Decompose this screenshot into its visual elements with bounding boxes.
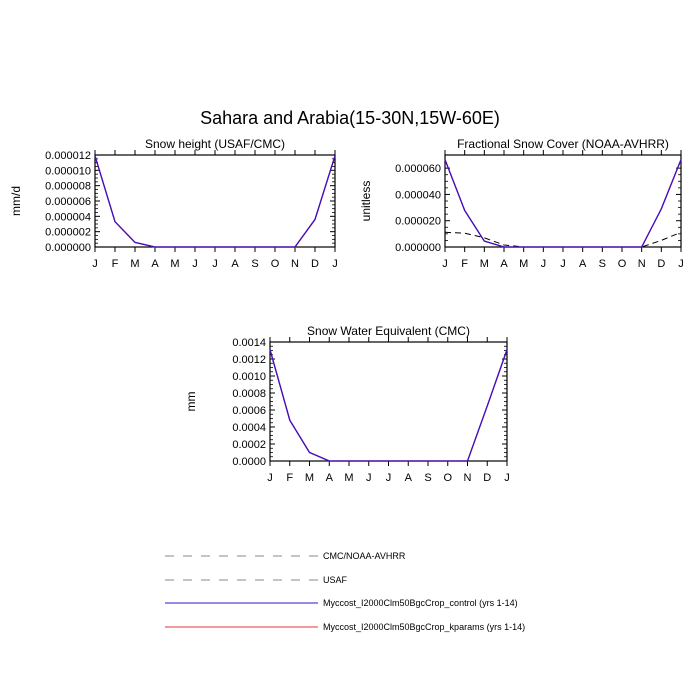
chart-snow-height: Snow height (USAF/CMC) mm/d 0.000000 0.0000… xyxy=(9,137,338,270)
x-tick-label: J xyxy=(560,258,566,270)
y-tick-label: 0.0002 xyxy=(232,439,266,451)
x-tick-label: J xyxy=(442,258,448,270)
x-tick-label: J xyxy=(541,258,547,270)
x-tick-label: F xyxy=(286,472,293,484)
y-axis-label: unitless xyxy=(359,181,373,222)
legend: CMC/NOAA-AVHRR USAF Myccost_I2000Clm50BgcC… xyxy=(165,551,525,632)
x-tick-label: A xyxy=(579,258,587,270)
plot-frame xyxy=(269,341,508,462)
x-tick-label: J xyxy=(192,258,198,270)
y-tick-label: 0.000002 xyxy=(45,227,91,239)
figure-title: Sahara and Arabia(15-30N,15W-60E) xyxy=(200,108,500,128)
x-tick-label: J xyxy=(386,472,392,484)
x-tick-label: O xyxy=(443,472,452,484)
x-tick-label: M xyxy=(305,472,314,484)
x-tick-label: D xyxy=(483,472,491,484)
x-tick-label: J xyxy=(366,472,372,484)
plot-frame xyxy=(94,154,336,248)
y-tick-label: 0.000040 xyxy=(395,189,441,201)
y-tick-label: 0.000008 xyxy=(45,181,91,193)
x-tick-label: F xyxy=(461,258,468,270)
x-tick-label: A xyxy=(231,258,239,270)
x-tick-label: S xyxy=(251,258,258,270)
x-tick-label: D xyxy=(311,258,319,270)
x-tick-label: D xyxy=(657,258,665,270)
x-tick-label: O xyxy=(271,258,280,270)
x-tick-label: S xyxy=(599,258,606,270)
series-line-3 xyxy=(94,155,336,248)
x-tick-label: A xyxy=(500,258,508,270)
x-tick-label: S xyxy=(424,472,431,484)
x-tick-label: O xyxy=(618,258,627,270)
chart-panels: Snow height (USAF/CMC) mm/d 0.000000 0.0000… xyxy=(9,137,684,484)
y-tick-label: 0.000000 xyxy=(395,242,441,254)
x-tick-label: N xyxy=(291,258,299,270)
x-tick-label: J xyxy=(92,258,98,270)
y-tick-label: 0.0014 xyxy=(232,337,266,349)
chart-title: Snow Water Equivalent (CMC) xyxy=(307,324,470,338)
chart-fractional-snow-cover: Fractional Snow Cover (NOAA-AVHRR) unitle… xyxy=(359,137,684,270)
x-tick-label: M xyxy=(130,258,139,270)
legend-label: Myccost_I2000Clm50BgcCrop_control (yrs 1… xyxy=(323,598,518,608)
y-tick-label: 0.000000 xyxy=(45,242,91,254)
y-tick-label: 0.000060 xyxy=(395,163,441,175)
legend-item: CMC/NOAA-AVHRR xyxy=(165,551,406,561)
y-tick-label: 0.0004 xyxy=(232,422,266,434)
legend-item: Myccost_I2000Clm50BgcCrop_kparams (yrs 1… xyxy=(165,622,525,632)
legend-label: Myccost_I2000Clm50BgcCrop_kparams (yrs 1… xyxy=(323,622,525,632)
y-axis-label: mm xyxy=(184,392,198,412)
x-tick-label: N xyxy=(464,472,472,484)
x-tick-label: M xyxy=(519,258,528,270)
y-tick-label: 0.000004 xyxy=(45,211,91,223)
x-tick-label: J xyxy=(267,472,273,484)
x-tick-label: J xyxy=(332,258,338,270)
x-tick-label: M xyxy=(344,472,353,484)
y-tick-label: 0.0000 xyxy=(232,456,266,468)
y-tick-label: 0.000006 xyxy=(45,196,91,208)
x-tick-label: A xyxy=(405,472,413,484)
legend-label: USAF xyxy=(323,575,348,585)
chart-snow-water-equivalent: Snow Water Equivalent (CMC) mm 0.0000 0.000… xyxy=(184,324,510,484)
y-tick-label: 0.000020 xyxy=(395,216,441,228)
x-tick-label: N xyxy=(638,258,646,270)
x-tick-label: M xyxy=(170,258,179,270)
y-tick-label: 0.0008 xyxy=(232,388,266,400)
series-line-3 xyxy=(269,349,508,462)
x-tick-label: A xyxy=(326,472,334,484)
x-tick-label: J xyxy=(504,472,510,484)
legend-label: CMC/NOAA-AVHRR xyxy=(323,551,406,561)
series-line-2 xyxy=(94,155,336,248)
x-tick-label: J xyxy=(678,258,684,270)
y-tick-label: 0.0012 xyxy=(232,354,266,366)
x-tick-label: J xyxy=(212,258,218,270)
y-tick-label: 0.000012 xyxy=(45,150,91,162)
chart-title: Snow height (USAF/CMC) xyxy=(145,137,285,151)
chart-title: Fractional Snow Cover (NOAA-AVHRR) xyxy=(457,137,669,151)
plot-frame xyxy=(444,154,682,248)
x-tick-label: F xyxy=(112,258,119,270)
y-axis-label: mm/d xyxy=(9,186,23,216)
series-line-3 xyxy=(444,159,682,248)
y-tick-label: 0.000010 xyxy=(45,165,91,177)
x-tick-label: M xyxy=(480,258,489,270)
y-tick-label: 0.0006 xyxy=(232,405,266,417)
legend-item: USAF xyxy=(165,575,348,585)
series-line-2 xyxy=(269,349,508,462)
legend-item: Myccost_I2000Clm50BgcCrop_control (yrs 1… xyxy=(165,598,518,608)
x-tick-label: A xyxy=(151,258,159,270)
y-tick-label: 0.0010 xyxy=(232,371,266,383)
